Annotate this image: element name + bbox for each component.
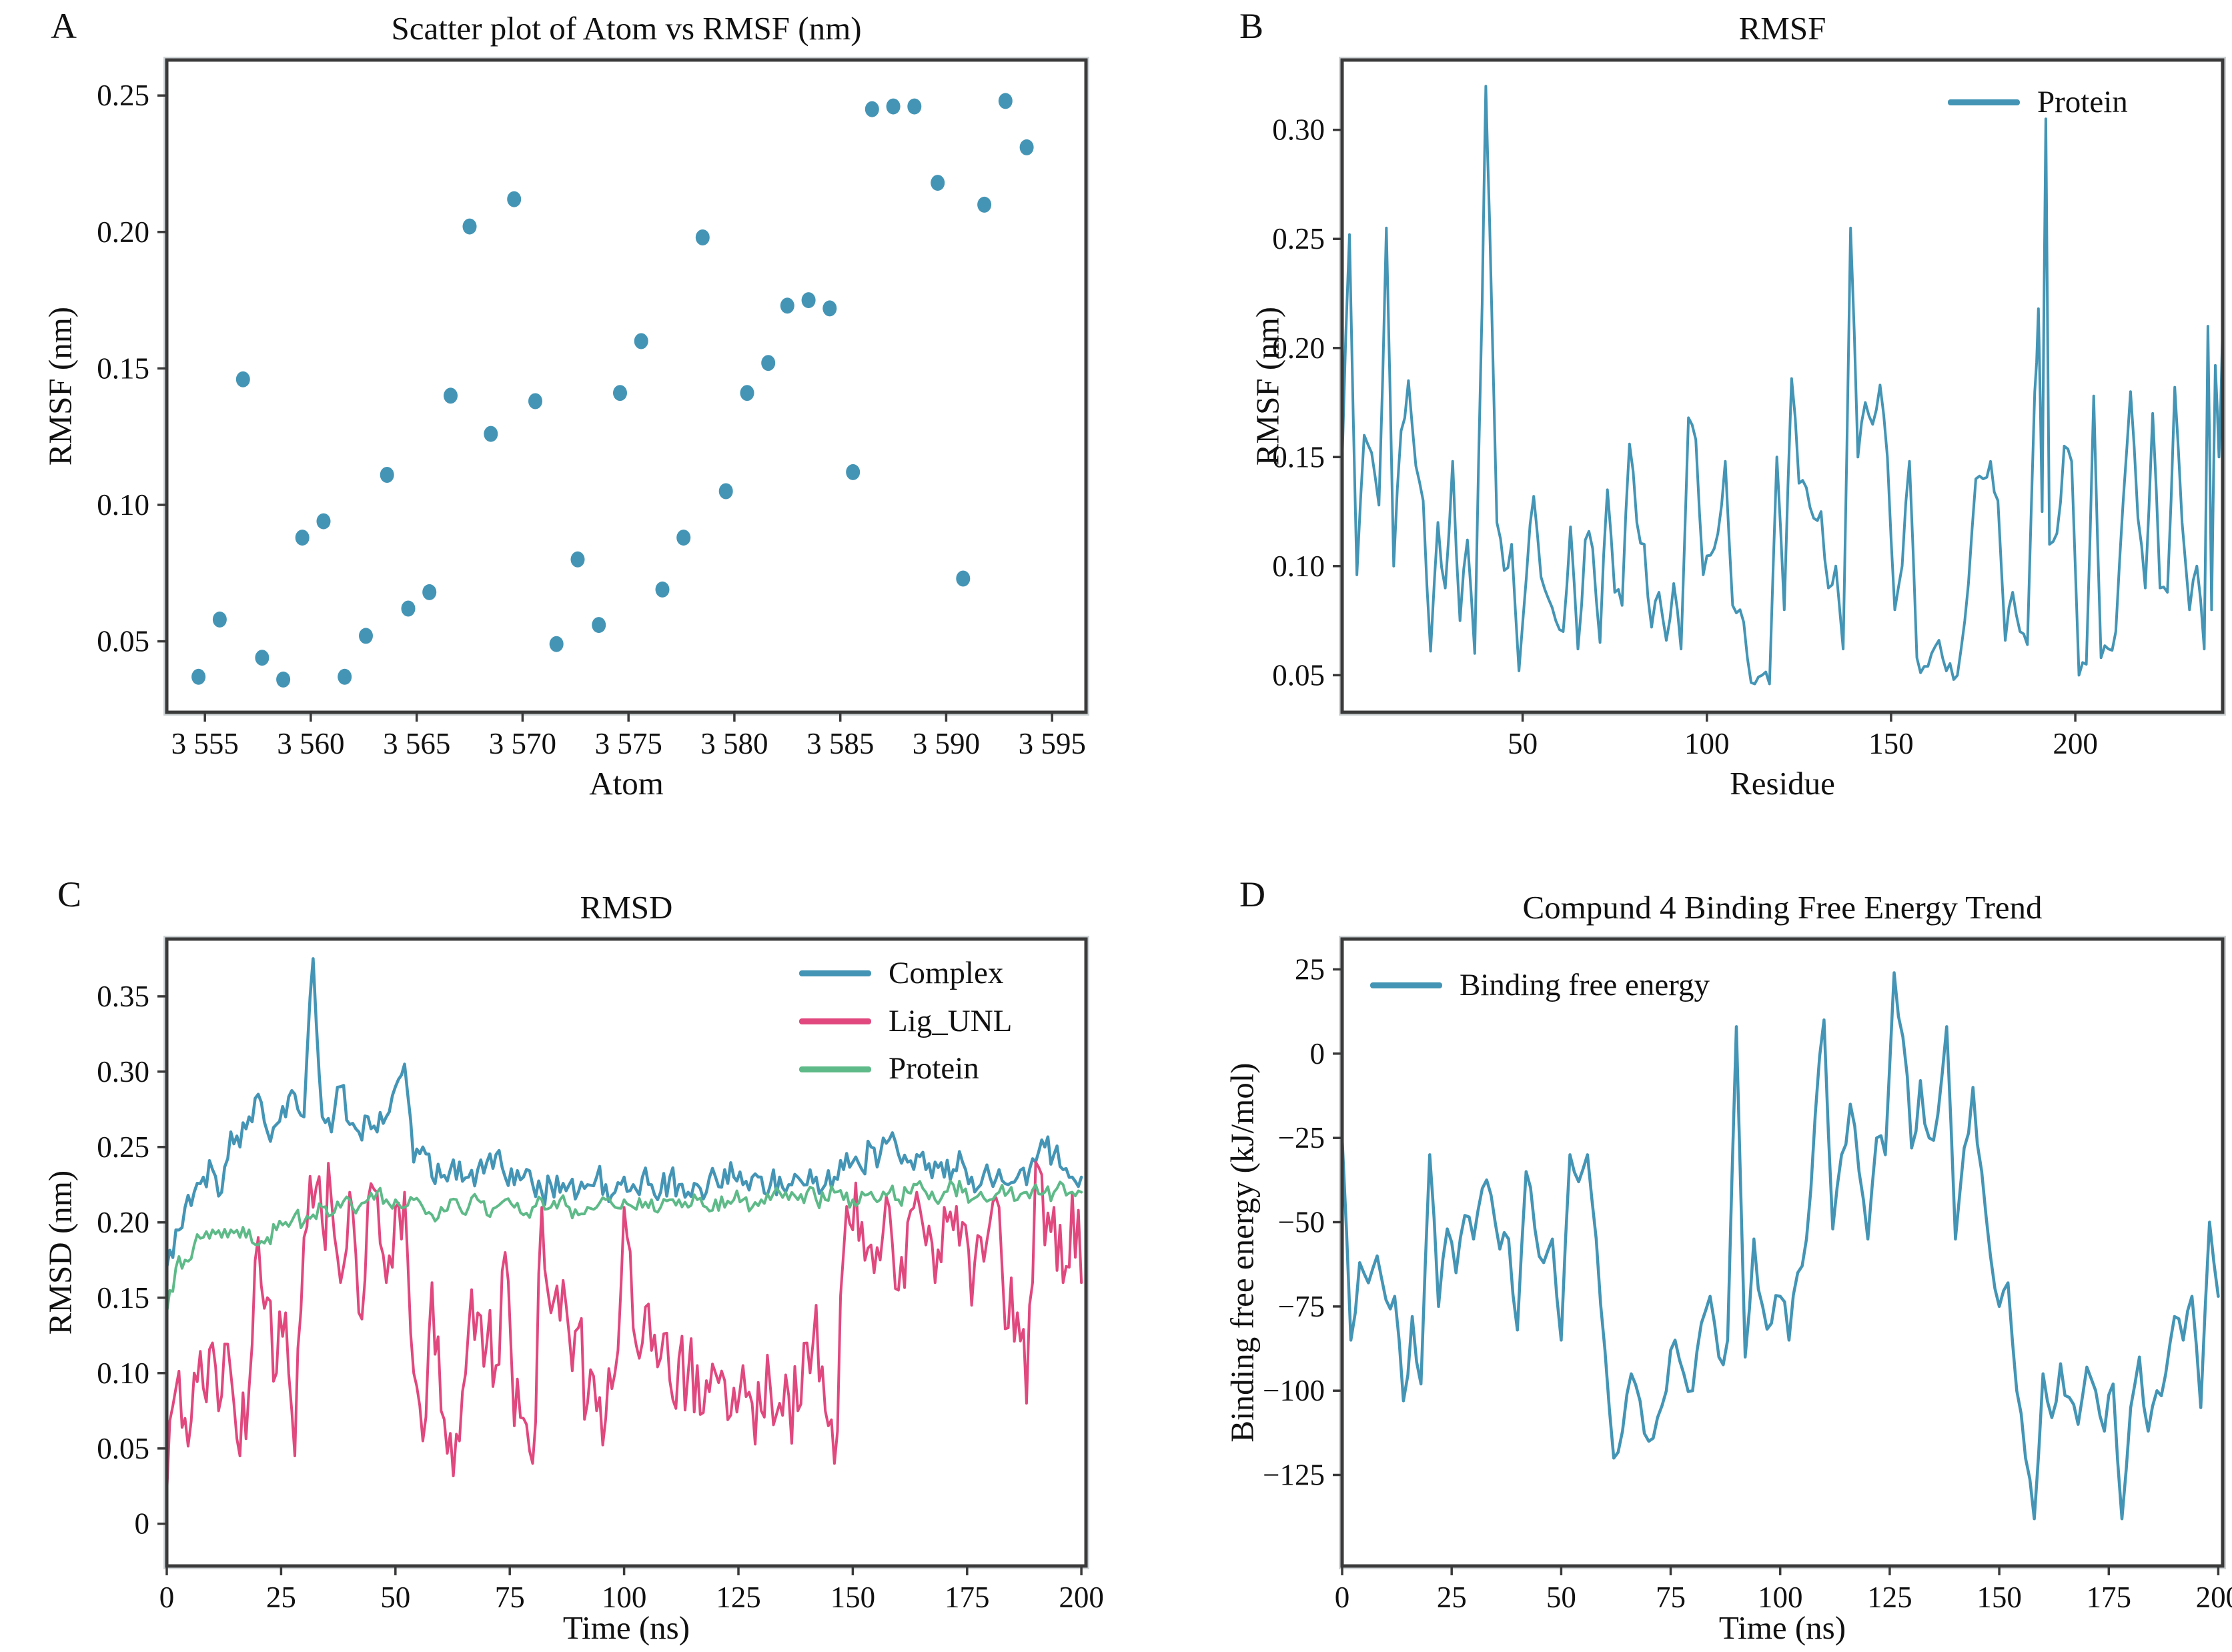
legend-line-protein-c [799, 1066, 871, 1072]
svg-text:0.20: 0.20 [97, 1206, 149, 1239]
svg-text:100: 100 [1684, 727, 1730, 760]
svg-text:0.05: 0.05 [97, 1432, 149, 1465]
y-axis-label-d: Binding free energy (kJ/mol) [1223, 1062, 1261, 1443]
svg-text:0.15: 0.15 [97, 351, 149, 385]
svg-text:100: 100 [602, 1581, 647, 1614]
legend-label-binding-energy: Binding free energy [1460, 968, 1710, 1002]
svg-text:0.20: 0.20 [97, 215, 149, 249]
legend-binding-energy: Binding free energy [1370, 968, 1710, 1003]
legend-line-lig-unl [799, 1018, 871, 1025]
svg-text:125: 125 [716, 1581, 761, 1614]
svg-text:175: 175 [2087, 1581, 2132, 1614]
svg-text:0.10: 0.10 [97, 488, 149, 522]
svg-text:0.25: 0.25 [97, 1130, 149, 1164]
svg-text:50: 50 [1508, 727, 1538, 760]
svg-text:0.35: 0.35 [97, 980, 149, 1013]
scatter-plot-atom-vs-rmsf: 3 555 3 560 3 565 3 570 3 575 3 580 3 585 3 590… [97, 57, 1089, 760]
legend-rmsd: Complex Lig_UNL Protein [799, 956, 1012, 1086]
svg-text:50: 50 [1546, 1581, 1576, 1614]
svg-text:0.25: 0.25 [1272, 222, 1325, 255]
svg-text:3 570: 3 570 [489, 727, 556, 760]
svg-text:−25: −25 [1278, 1121, 1325, 1154]
svg-text:0: 0 [1335, 1581, 1350, 1614]
svg-text:175: 175 [945, 1581, 990, 1614]
binding-energy-line-plot: 0 25 50 75 100 125 150 175 200 25 0 −25 −50 −75 −100 −1… [1263, 936, 2232, 1614]
legend-label-protein-b: Protein [2037, 85, 2128, 119]
x-axis-label-c: Time (ns) [562, 1609, 690, 1646]
svg-text:200: 200 [2196, 1581, 2232, 1614]
legend-line-protein-b [1948, 99, 2020, 106]
legend-item-complex: Complex [799, 956, 1003, 991]
svg-text:0: 0 [135, 1507, 150, 1541]
svg-text:75: 75 [1656, 1581, 1686, 1614]
legend-item-protein-c: Protein [799, 1052, 979, 1086]
svg-text:3 555: 3 555 [171, 727, 239, 760]
svg-text:200: 200 [2053, 727, 2098, 760]
panel-label-b: B [1239, 6, 1264, 46]
svg-text:0.05: 0.05 [97, 625, 149, 658]
svg-text:3 575: 3 575 [595, 727, 662, 760]
legend-label-lig-unl: Lig_UNL [889, 1003, 1013, 1038]
svg-text:0: 0 [1310, 1037, 1325, 1070]
panel-label-d: D [1239, 874, 1265, 914]
chart-title-rmsf: RMSF [1738, 10, 1826, 47]
legend-label-complex: Complex [889, 956, 1004, 990]
svg-text:0.15: 0.15 [97, 1281, 149, 1315]
legend-line-binding-energy [1370, 982, 1442, 989]
chart-title-binding-energy: Compund 4 Binding Free Energy Trend [1522, 889, 2043, 926]
svg-text:3 590: 3 590 [913, 727, 980, 760]
svg-text:125: 125 [1867, 1581, 1912, 1614]
svg-text:100: 100 [1758, 1581, 1803, 1614]
svg-text:0.15: 0.15 [1272, 440, 1325, 474]
legend-item-lig-unl: Lig_UNL [799, 1004, 1012, 1039]
svg-text:25: 25 [266, 1581, 296, 1614]
x-axis-label-a: Atom [589, 765, 664, 802]
x-axis-label-d: Time (ns) [1718, 1609, 1846, 1646]
svg-text:−50: −50 [1278, 1206, 1325, 1239]
svg-text:150: 150 [830, 1581, 876, 1614]
svg-text:0.25: 0.25 [97, 79, 149, 112]
rmsd-line-plot: 0 25 50 75 100 125 150 175 200 0 0.05 0.10 0.15 0.20 0… [97, 936, 1104, 1614]
chart-title-scatter: Scatter plot of Atom vs RMSF (nm) [391, 10, 862, 47]
panel-label-a: A [51, 6, 77, 46]
svg-text:0.05: 0.05 [1272, 658, 1325, 692]
svg-text:25: 25 [1437, 1581, 1467, 1614]
svg-text:0.10: 0.10 [97, 1357, 149, 1390]
svg-text:3 565: 3 565 [383, 727, 450, 760]
x-axis-label-b: Residue [1730, 765, 1835, 802]
svg-text:−125: −125 [1263, 1459, 1325, 1492]
svg-text:150: 150 [1868, 727, 1914, 760]
rmsf-line-plot: 50 100 150 200 0.05 0.10 0.15 0.20 0.25 0.30 [1272, 57, 2226, 760]
svg-text:3 580: 3 580 [700, 727, 768, 760]
legend-line-complex [799, 970, 871, 977]
svg-text:0: 0 [159, 1581, 175, 1614]
svg-text:0.20: 0.20 [1272, 331, 1325, 365]
chart-title-rmsd: RMSD [580, 889, 673, 926]
svg-text:3 595: 3 595 [1019, 727, 1086, 760]
svg-text:0.30: 0.30 [1272, 113, 1325, 147]
svg-text:200: 200 [1059, 1581, 1104, 1614]
svg-text:25: 25 [1295, 953, 1325, 986]
legend-rmsf: Protein [1948, 85, 2128, 120]
svg-text:3 560: 3 560 [277, 727, 344, 760]
svg-text:0.10: 0.10 [1272, 550, 1325, 583]
legend-label-protein-c: Protein [889, 1051, 979, 1086]
svg-text:−75: −75 [1278, 1290, 1325, 1323]
panel-label-c: C [57, 874, 82, 914]
svg-text:0.30: 0.30 [97, 1055, 149, 1088]
svg-text:75: 75 [495, 1581, 525, 1614]
y-axis-label-c: RMSD (nm) [41, 1170, 79, 1335]
svg-text:−100: −100 [1263, 1374, 1325, 1407]
svg-text:3 585: 3 585 [806, 727, 874, 760]
y-axis-label-a: RMSF (nm) [41, 306, 79, 466]
svg-text:150: 150 [1977, 1581, 2022, 1614]
svg-text:50: 50 [380, 1581, 410, 1614]
